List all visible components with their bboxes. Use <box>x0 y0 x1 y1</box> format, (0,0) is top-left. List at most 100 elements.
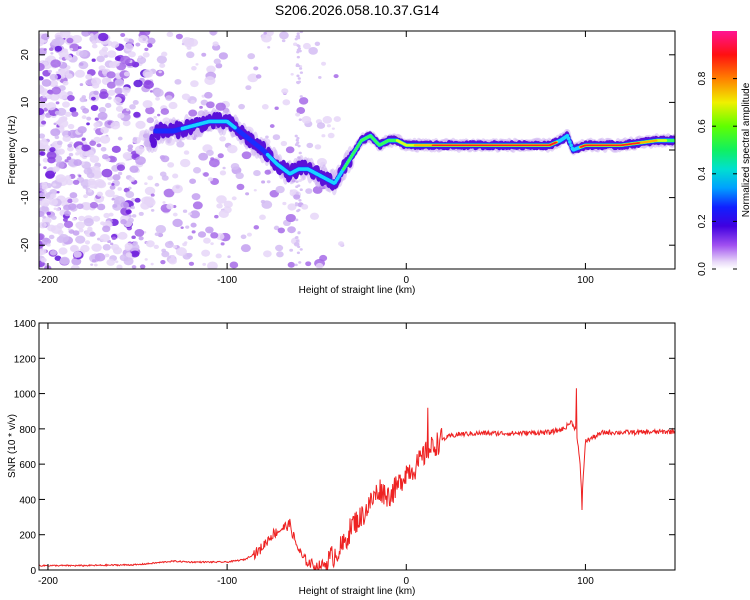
spectrogram-noise-blob <box>281 88 289 94</box>
spectrogram-noise-blob <box>83 167 93 175</box>
spectrogram-noise-blob <box>84 240 91 245</box>
spectrogram-noise-blob <box>39 39 45 44</box>
spectrogram-noise-blob <box>197 231 207 238</box>
spectrogram-noise-blob <box>263 250 272 258</box>
spectrogram-noise-blob <box>133 111 141 118</box>
spectrogram-noise-blob <box>82 150 89 157</box>
spectrogram-noise-blob <box>338 241 345 247</box>
spectrogram-noise-blob <box>114 56 121 61</box>
spectrogram-noise-blob <box>66 91 73 96</box>
spectrogram-noise-blob <box>218 52 229 60</box>
spectrogram-noise-blob <box>87 226 93 232</box>
spectrogram-noise-blob <box>111 145 121 153</box>
spectrogram-noise-blob <box>184 241 188 244</box>
spectrogram-noise-blob <box>183 150 190 155</box>
spectrogram-noise-blob <box>135 42 141 47</box>
spectrogram-noise-blob <box>308 47 318 55</box>
spectrogram-noise-blob <box>112 174 121 181</box>
spectrogram-noise-blob <box>63 220 74 229</box>
spectrogram-noise-blob <box>247 73 259 83</box>
spectrogram-noise-blob <box>65 179 74 186</box>
snr-y-tick-label: 200 <box>19 531 36 542</box>
spectrogram-noise-blob <box>188 109 198 117</box>
spectrogram-noise-blob <box>125 209 132 215</box>
spectrogram-noise-blob <box>73 250 82 258</box>
spectrogram-noise-blob <box>240 234 247 240</box>
spectrogram-noise-blob <box>110 121 121 130</box>
spectrogram-noise-blob <box>294 134 298 138</box>
spectrogram-noise-blob <box>117 231 128 240</box>
spectrogram-noise-blob <box>129 104 136 110</box>
spectrogram-noise-blob <box>123 257 134 266</box>
spectrogram-noise-blob <box>261 104 269 110</box>
spectrogram-noise-blob <box>240 244 251 253</box>
spectrogram-y-tick-label: 20 <box>20 49 31 61</box>
spectrogram-noise-blob <box>187 235 193 240</box>
spectrogram-noise-blob <box>327 132 335 139</box>
spectrogram-noise-blob <box>39 133 46 139</box>
spectrogram-noise-blob <box>142 100 153 109</box>
spectrogram-noise-blob <box>107 182 112 186</box>
spectrogram-noise-blob <box>125 252 133 258</box>
spectrogram-noise-blob <box>127 147 133 152</box>
spectrogram-noise-blob <box>298 261 302 264</box>
spectrogram-noise-blob <box>105 189 115 198</box>
spectrogram-noise-blob <box>161 51 168 57</box>
spectrogram-noise-blob <box>63 204 71 211</box>
spectrogram-noise-blob <box>96 143 102 148</box>
spectrogram-noise-blob <box>134 229 145 237</box>
spectrogram-noise-blob <box>79 83 84 86</box>
spectrogram-ridge-inner <box>569 143 573 148</box>
spectrogram-noise-blob <box>66 37 74 44</box>
spectrogram-noise-blob <box>39 163 42 167</box>
spectrogram-noise-blob <box>49 147 56 153</box>
spectrogram-noise-blob <box>78 50 88 58</box>
spectrogram-noise-blob <box>174 79 182 85</box>
spectrogram-noise-blob <box>210 242 214 246</box>
spectrogram-noise-blob <box>222 166 226 170</box>
spectrogram-noise-blob <box>47 156 56 164</box>
spectrogram-noise-blob <box>45 94 53 100</box>
spectrogram-noise-blob <box>67 123 75 130</box>
spectrogram-noise-blob <box>263 31 267 35</box>
spectrogram-noise-blob <box>50 59 61 68</box>
spectrogram-noise-blob <box>49 47 54 52</box>
spectrogram-noise-blob <box>247 53 256 60</box>
spectrogram-noise-blob <box>46 243 51 247</box>
spectrogram-noise-blob <box>143 80 154 89</box>
spectrogram-noise-blob <box>294 202 298 205</box>
spectrogram-noise-blob <box>83 194 88 199</box>
spectrogram-noise-blob <box>121 86 131 94</box>
spectrogram-noise-blob <box>60 68 66 73</box>
spectrogram-noise-blob <box>236 183 245 191</box>
spectrogram-noise-blob <box>50 193 57 199</box>
spectrogram-y-label: Frequency (Hz) <box>7 116 18 185</box>
snr-x-label: Height of straight line (km) <box>299 586 416 597</box>
spectrogram-x-ticks: -200 -100 0 100 <box>38 31 594 286</box>
spectrogram-noise-blob <box>96 203 106 211</box>
spectrogram-noise-blob <box>204 76 216 85</box>
spectrogram-noise-blob <box>59 31 71 38</box>
spectrogram-noise-blob <box>296 74 300 78</box>
spectrogram-noise-blob <box>93 171 102 178</box>
spectrogram-noise-blob <box>89 201 99 209</box>
spectrogram-noise-blob <box>125 190 135 199</box>
spectrogram-noise-blob <box>39 88 49 96</box>
spectrogram-noise-blob <box>172 212 178 217</box>
spectrogram-noise-blob <box>39 200 42 204</box>
spectrogram-noise-blob <box>189 210 201 219</box>
spectrogram-noise-blob <box>203 237 211 244</box>
spectrogram-noise-blob <box>128 51 136 58</box>
spectrogram-noise-blob <box>39 210 45 217</box>
spectrogram-noise-blob <box>131 235 136 240</box>
spectrogram-y-tick-label: 10 <box>20 96 31 108</box>
spectrogram-noise-blob <box>261 180 266 184</box>
spectrogram-ridge-inner <box>233 125 237 130</box>
spectrogram-noise-blob <box>296 107 306 114</box>
spectrogram-noise-blob <box>120 201 130 209</box>
spectrogram-noise-blob <box>92 215 101 222</box>
chart-title: S206.2026.058.10.37.G14 <box>275 2 439 18</box>
spectrogram-noise-blob <box>162 201 166 204</box>
spectrogram-noise-blob <box>130 205 135 210</box>
spectrogram-noise-blob <box>282 201 287 206</box>
